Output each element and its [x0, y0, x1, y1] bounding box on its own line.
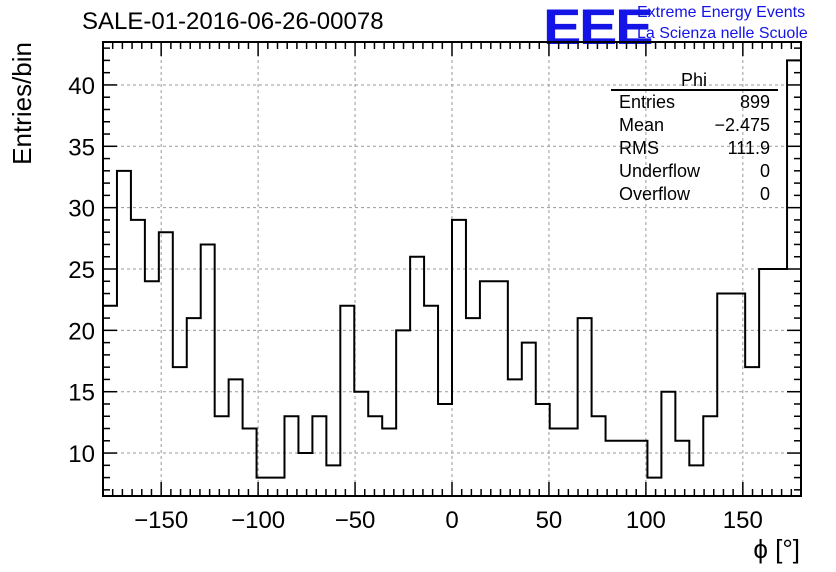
x-tick-label: 0	[445, 507, 458, 534]
stats-value: 899	[739, 92, 770, 112]
logo-subtitle-2: La Scienza nelle Scuole	[637, 25, 808, 42]
eee-logo: EEE	[543, 0, 653, 55]
stats-box-title: Phi	[681, 70, 707, 90]
axis-ticks	[103, 42, 801, 496]
stats-value: 0	[759, 161, 770, 181]
stats-label: Entries	[619, 92, 676, 112]
x-tick-labels: −150 −100 −50 0 50 100 150	[134, 507, 763, 534]
y-tick-label: 10	[68, 441, 95, 468]
y-tick-labels: 10 15 20 25 30 35 40	[68, 73, 95, 468]
stats-label: Underflow	[619, 161, 701, 181]
stats-value: 111.9	[727, 138, 770, 158]
x-tick-label: −100	[231, 507, 285, 534]
histogram-outline	[103, 59, 801, 479]
stats-value: −2.475	[714, 115, 770, 135]
x-tick-label: 150	[723, 507, 763, 534]
x-tick-label: 100	[626, 507, 666, 534]
y-tick-label: 20	[68, 318, 95, 345]
x-tick-label: −50	[335, 507, 376, 534]
y-tick-label: 40	[68, 73, 95, 100]
stats-label: RMS	[619, 138, 659, 158]
x-tick-label: 50	[536, 507, 563, 534]
stats-label: Overflow	[619, 184, 691, 204]
stats-value: 0	[759, 184, 770, 204]
y-axis-title: Entries/bin	[7, 42, 37, 165]
stats-label: Mean	[619, 115, 665, 135]
x-tick-label: −150	[134, 507, 188, 534]
y-tick-label: 35	[68, 134, 95, 161]
y-tick-label: 15	[68, 380, 95, 407]
y-tick-label: 25	[68, 257, 95, 284]
page-title: SALE-01-2016-06-26-00078	[82, 8, 384, 35]
x-axis-title: ϕ [°]	[753, 534, 800, 564]
logo-subtitle-1: Extreme Energy Events	[637, 4, 806, 21]
y-tick-label: 30	[68, 196, 95, 223]
